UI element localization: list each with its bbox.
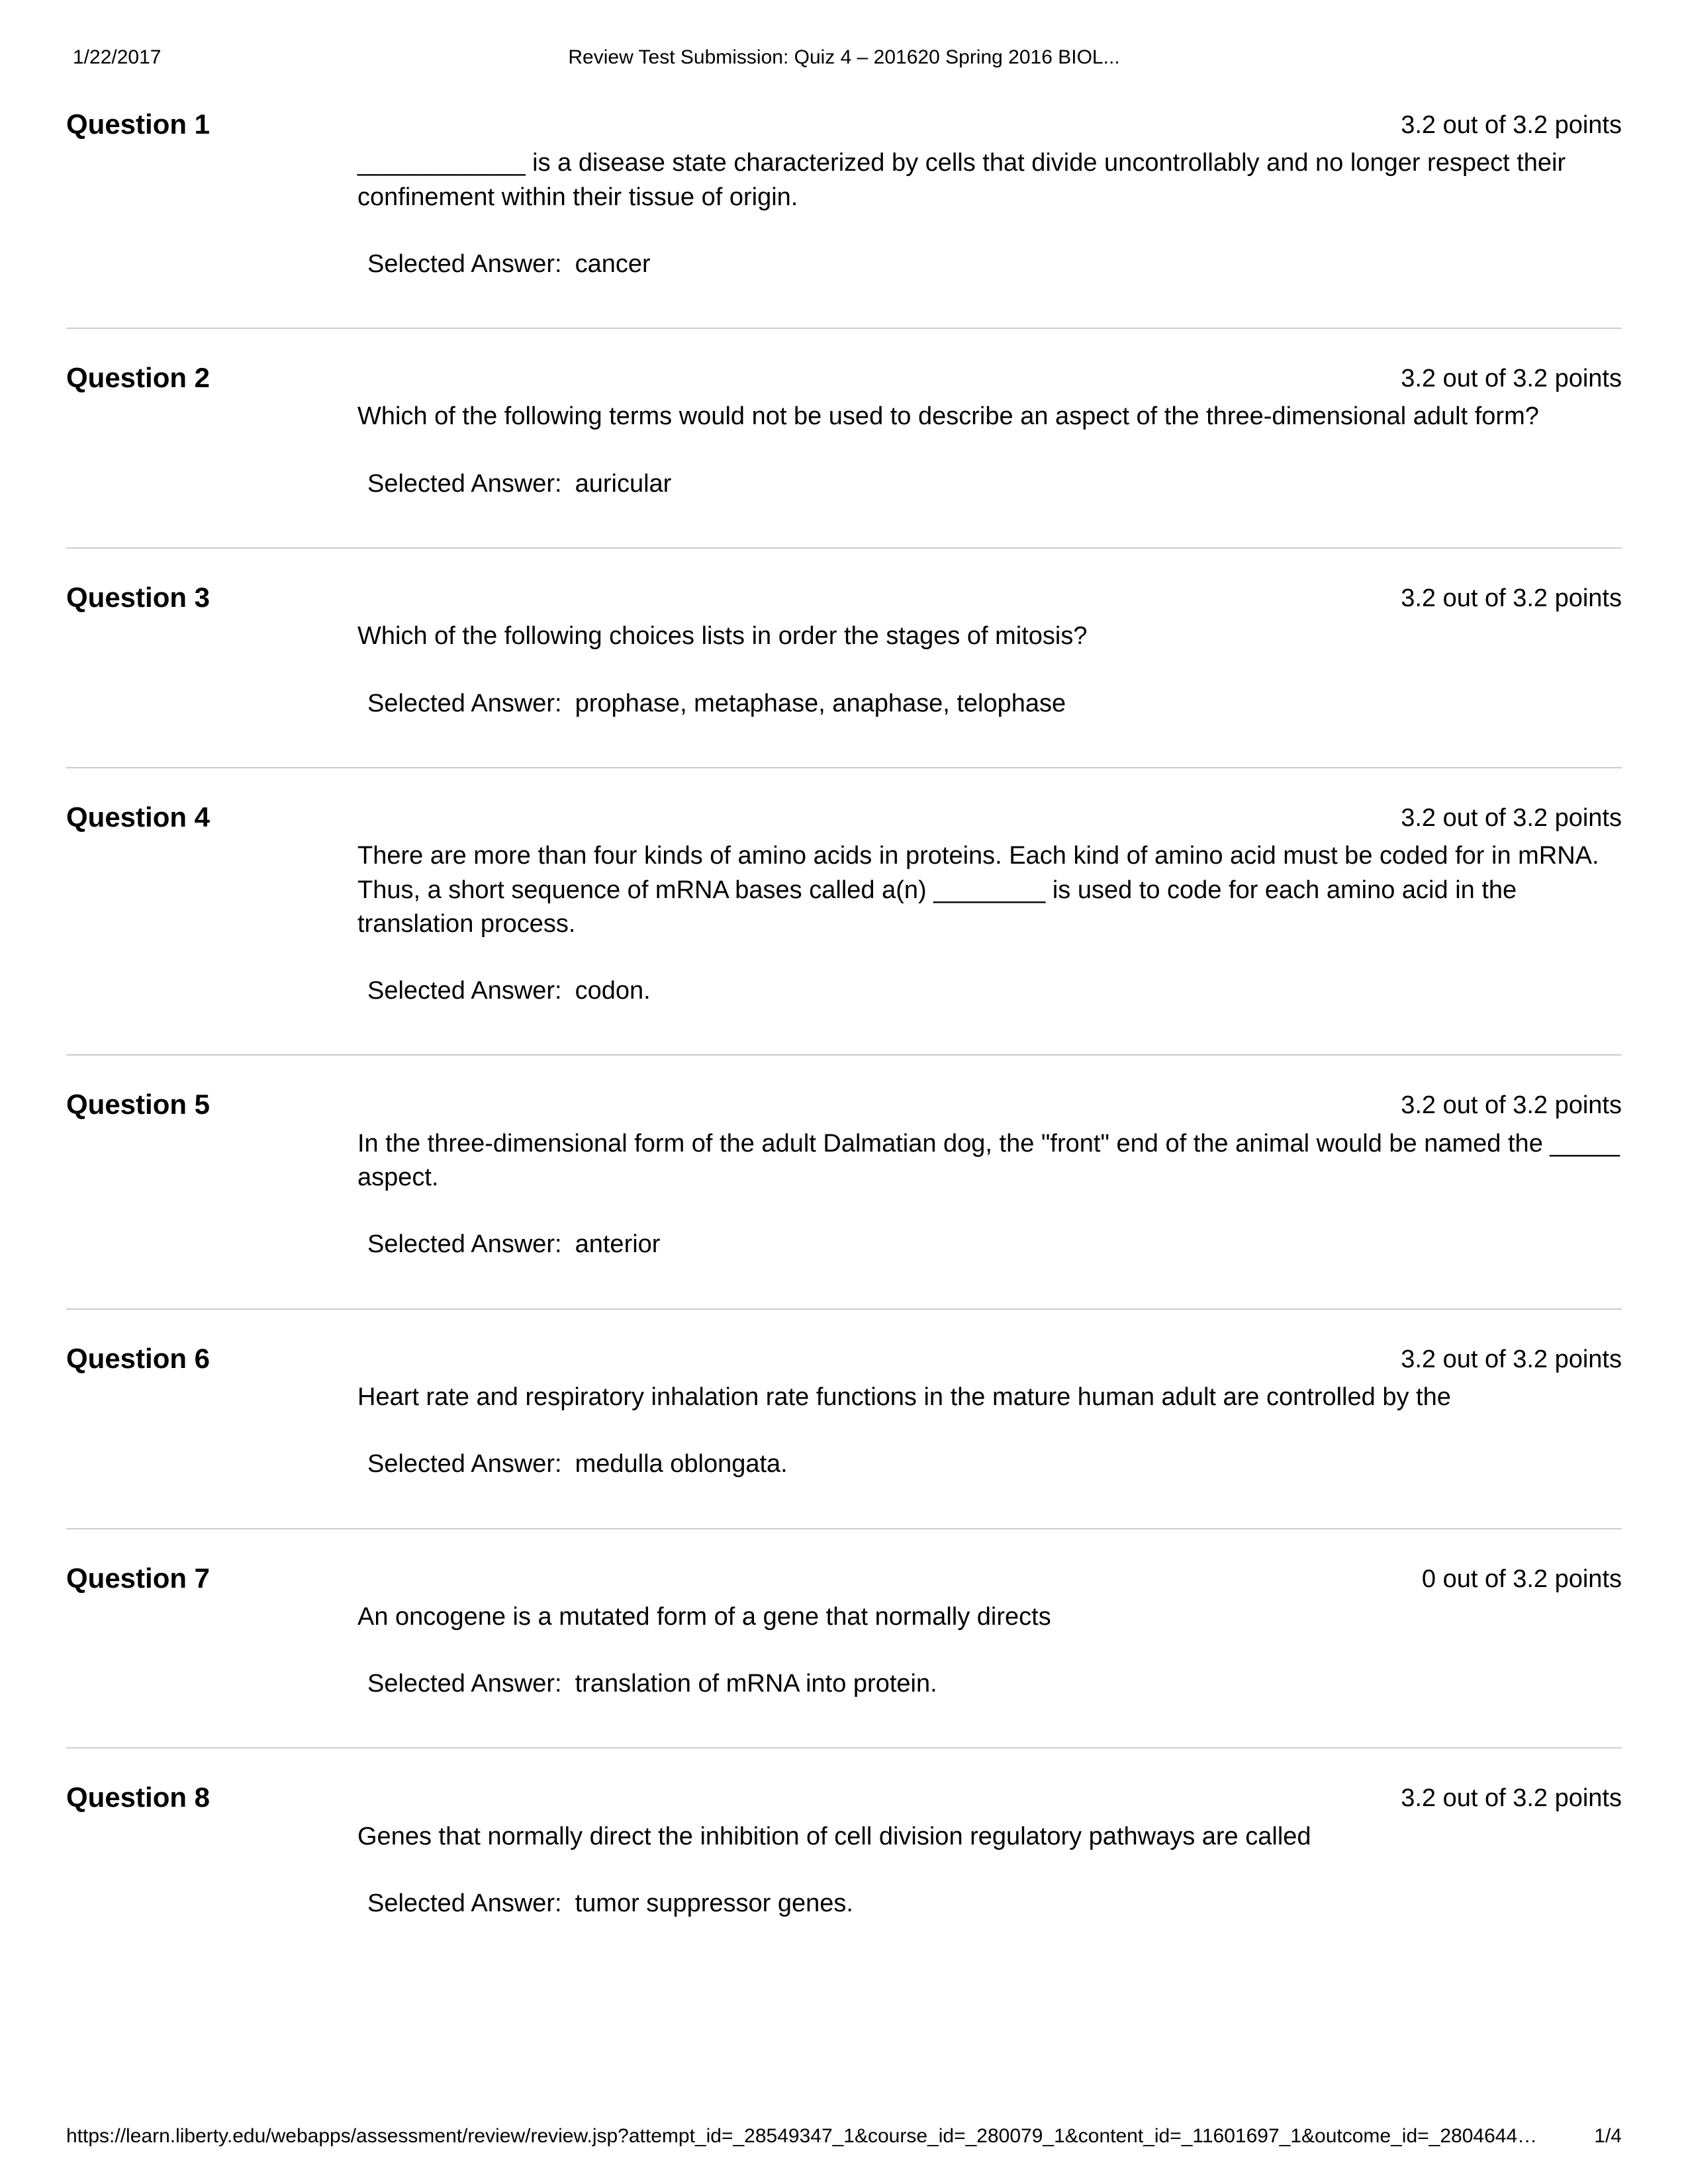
answer-row: Selected Answer: auricular xyxy=(357,467,1622,501)
question-label: Question 8 xyxy=(66,1782,357,1813)
question-label: Question 1 xyxy=(66,109,357,140)
question-block: Question 43.2 out of 3.2 points There are… xyxy=(66,801,1622,1056)
question-label: Question 4 xyxy=(66,801,357,833)
answer-label: Selected Answer: xyxy=(367,687,562,721)
footer-page-number: 1/4 xyxy=(1594,2125,1622,2148)
answer-label: Selected Answer: xyxy=(367,1667,562,1701)
question-points: 0 out of 3.2 points xyxy=(357,1563,1622,1596)
question-text: Which of the following terms would not b… xyxy=(357,400,1622,433)
question-points: 3.2 out of 3.2 points xyxy=(357,362,1622,396)
question-text: Heart rate and respiratory inhalation ra… xyxy=(357,1381,1622,1414)
question-content: 3.2 out of 3.2 points ____________ is a d… xyxy=(357,109,1622,281)
question-text: There are more than four kinds of amino … xyxy=(357,839,1622,941)
question-text: An oncogene is a mutated form of a gene … xyxy=(357,1600,1622,1634)
answer-label: Selected Answer: xyxy=(367,1228,562,1261)
footer-url: https://learn.liberty.edu/webapps/assess… xyxy=(66,2125,1537,2148)
answer-value: medulla oblongata. xyxy=(575,1447,788,1481)
question-points: 3.2 out of 3.2 points xyxy=(357,1089,1622,1122)
question-content: 3.2 out of 3.2 points Heart rate and resp… xyxy=(357,1343,1622,1482)
question-block: Question 23.2 out of 3.2 points Which of … xyxy=(66,362,1622,549)
question-content: 3.2 out of 3.2 points Genes that normally… xyxy=(357,1782,1622,1921)
answer-row: Selected Answer: anterior xyxy=(357,1228,1622,1261)
header-date: 1/22/2017 xyxy=(73,46,161,69)
question-content: 3.2 out of 3.2 points Which of the follow… xyxy=(357,582,1622,721)
answer-label: Selected Answer: xyxy=(367,974,562,1008)
question-label: Question 7 xyxy=(66,1563,357,1594)
question-content: 3.2 out of 3.2 points In the three-dimens… xyxy=(357,1089,1622,1261)
question-block: Question 63.2 out of 3.2 points Heart rat… xyxy=(66,1343,1622,1529)
question-label: Question 3 xyxy=(66,582,357,614)
header-title: Review Test Submission: Quiz 4 – 201620 … xyxy=(568,46,1119,69)
answer-value: auricular xyxy=(575,467,672,501)
answer-value: prophase, metaphase, anaphase, telophase xyxy=(575,687,1066,721)
page-footer: https://learn.liberty.edu/webapps/assess… xyxy=(66,2125,1622,2148)
answer-row: Selected Answer: tumor suppressor genes. xyxy=(357,1887,1622,1921)
answer-row: Selected Answer: medulla oblongata. xyxy=(357,1447,1622,1481)
question-text: Genes that normally direct the inhibitio… xyxy=(357,1820,1622,1854)
question-block: Question 33.2 out of 3.2 points Which of … xyxy=(66,582,1622,768)
question-content: 0 out of 3.2 points An oncogene is a muta… xyxy=(357,1563,1622,1702)
question-points: 3.2 out of 3.2 points xyxy=(357,1782,1622,1815)
question-points: 3.2 out of 3.2 points xyxy=(357,1343,1622,1377)
page-header: 1/22/2017 Review Test Submission: Quiz 4… xyxy=(66,46,1622,69)
question-points: 3.2 out of 3.2 points xyxy=(357,801,1622,835)
answer-value: translation of mRNA into protein. xyxy=(575,1667,937,1701)
question-text: ____________ is a disease state characte… xyxy=(357,146,1622,214)
question-text: In the three-dimensional form of the adu… xyxy=(357,1127,1622,1195)
answer-label: Selected Answer: xyxy=(367,1447,562,1481)
answer-value: codon. xyxy=(575,974,651,1008)
question-content: 3.2 out of 3.2 points Which of the follow… xyxy=(357,362,1622,501)
answer-row: Selected Answer: codon. xyxy=(357,974,1622,1008)
answer-label: Selected Answer: xyxy=(367,1887,562,1921)
question-block: Question 70 out of 3.2 points An oncogene… xyxy=(66,1563,1622,1749)
answer-value: tumor suppressor genes. xyxy=(575,1887,853,1921)
question-points: 3.2 out of 3.2 points xyxy=(357,109,1622,142)
question-text: Which of the following choices lists in … xyxy=(357,619,1622,653)
question-block: Question 13.2 out of 3.2 points _________… xyxy=(66,109,1622,329)
answer-row: Selected Answer: prophase, metaphase, ana… xyxy=(357,687,1622,721)
answer-value: cancer xyxy=(575,248,651,281)
question-points: 3.2 out of 3.2 points xyxy=(357,582,1622,615)
answer-row: Selected Answer: translation of mRNA into… xyxy=(357,1667,1622,1701)
answer-label: Selected Answer: xyxy=(367,248,562,281)
question-block: Question 53.2 out of 3.2 points In the th… xyxy=(66,1089,1622,1309)
question-label: Question 2 xyxy=(66,362,357,394)
question-label: Question 5 xyxy=(66,1089,357,1120)
question-block: Question 83.2 out of 3.2 points Genes tha… xyxy=(66,1782,1622,1947)
answer-row: Selected Answer: cancer xyxy=(357,248,1622,281)
answer-label: Selected Answer: xyxy=(367,467,562,501)
answer-value: anterior xyxy=(575,1228,661,1261)
question-content: 3.2 out of 3.2 points There are more than… xyxy=(357,801,1622,1008)
question-label: Question 6 xyxy=(66,1343,357,1375)
